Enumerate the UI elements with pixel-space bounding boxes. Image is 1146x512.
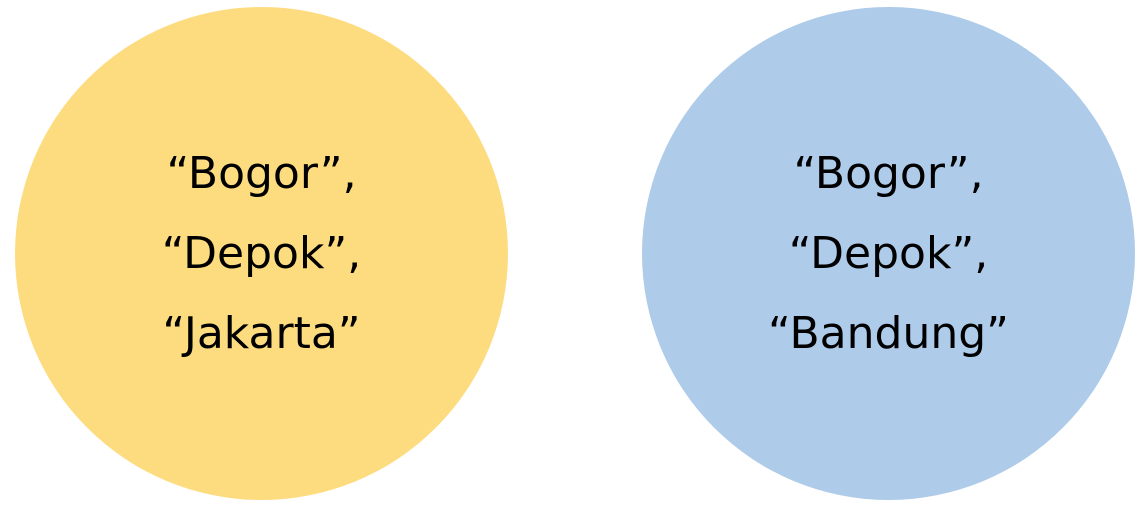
left-set-circle: “Bogor”, “Depok”, “Jakarta”: [15, 7, 508, 500]
right-set-item-depok: “Depok”,: [788, 227, 989, 279]
left-set-item-bogor: “Bogor”,: [166, 147, 357, 199]
right-set-item-bandung: “Bandung”: [768, 307, 1009, 359]
right-set-circle: “Bogor”, “Depok”, “Bandung”: [642, 7, 1135, 500]
left-set-item-jakarta: “Jakarta”: [162, 307, 361, 359]
left-set-item-depok: “Depok”,: [161, 227, 362, 279]
right-set-item-bogor: “Bogor”,: [793, 147, 984, 199]
